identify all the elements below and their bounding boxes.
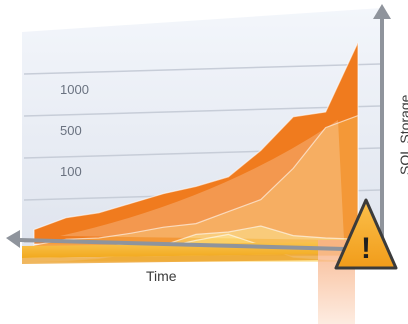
arrow-up-icon [373, 4, 391, 19]
y-tick-label: 1000 [60, 82, 89, 97]
y-tick-label: 100 [60, 164, 82, 179]
gloss-highlight [60, 120, 344, 240]
y-axis-title: SQL Storage [397, 94, 408, 175]
arrow-left-icon [6, 230, 20, 248]
y-tick-label: 500 [60, 123, 82, 138]
x-axis-line [19, 238, 383, 252]
gridline [23, 105, 381, 117]
base-slab-edge [22, 254, 318, 264]
gridline [23, 63, 381, 75]
x-axis-title: Time [146, 268, 177, 284]
series-area-1 [33, 114, 359, 251]
warning-symbol: ! [361, 232, 371, 265]
warning-triangle-icon: ! [334, 198, 398, 270]
